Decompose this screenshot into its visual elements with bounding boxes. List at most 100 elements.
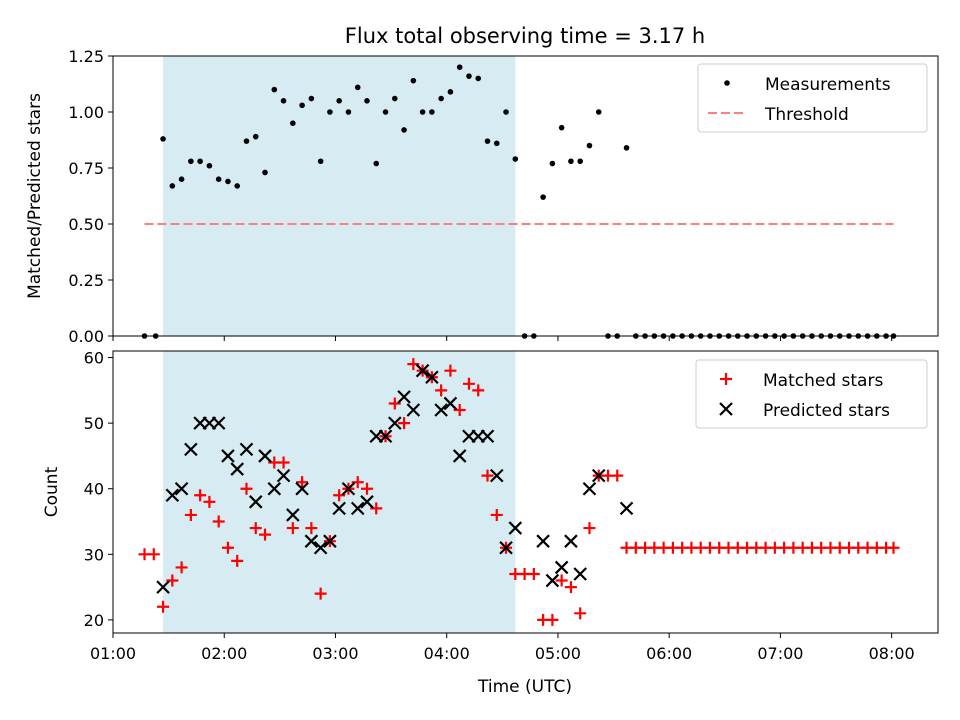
- predicted-star-point: [554, 560, 569, 575]
- matched-star-point: [435, 384, 448, 397]
- matched-star-point: [481, 469, 494, 482]
- predicted-star-point: [619, 501, 634, 516]
- matched-star-point: [286, 522, 299, 535]
- top-y-tick-label: 0.50: [68, 215, 104, 234]
- predicted-star-point: [388, 416, 402, 430]
- predicted-star-point: [248, 495, 263, 509]
- measurement-point: [280, 98, 287, 104]
- measurement-point: [336, 98, 342, 104]
- top-y-tick-label: 0.25: [68, 271, 104, 290]
- predicted-star-point: [341, 481, 356, 496]
- matched-star-point: [296, 476, 309, 489]
- matched-star-point: [490, 508, 503, 521]
- predicted-star-point: [536, 534, 550, 548]
- matched-star-point: [444, 364, 457, 377]
- predicted-star-point: [545, 573, 560, 588]
- measurement-point: [456, 64, 463, 70]
- predicted-star-point: [360, 495, 374, 509]
- measurement-point: [354, 84, 361, 91]
- measurement-point: [549, 160, 556, 167]
- bottom-x-tick-label: 03:00: [312, 644, 358, 663]
- matched-star-point: [212, 515, 225, 528]
- predicted-star-point: [156, 580, 170, 594]
- matched-star-point: [462, 377, 475, 390]
- measurement-point: [558, 124, 565, 131]
- predicted-star-point: [489, 468, 504, 483]
- matched-star-point: [611, 469, 624, 482]
- matched-star-point: [583, 522, 596, 535]
- matched-star-point: [231, 554, 244, 567]
- measurement-point: [401, 127, 407, 133]
- bottom-y-axis-label: Count: [42, 466, 62, 517]
- measurement-point: [262, 169, 268, 176]
- bottom-panel: 20 30 40 50 60 01:00 02:00 03:00 04:00 05:00 06:0…: [42, 349, 939, 697]
- bottom-y-tick-label: 60: [84, 349, 104, 368]
- legend-matched-marker: [720, 373, 732, 385]
- predicted-star-point: [211, 416, 226, 430]
- predicted-star-point: [286, 508, 300, 522]
- bottom-x-tick-label: 01:00: [90, 644, 136, 663]
- legend-predicted-label: Predicted stars: [763, 401, 890, 421]
- measurement-point: [391, 95, 398, 102]
- matched-star-point: [555, 574, 568, 587]
- measurement-point: [577, 158, 583, 165]
- predicted-star-point: [332, 501, 346, 516]
- top-y-tick-label: 1.00: [68, 103, 104, 122]
- predicted-star-point: [452, 449, 467, 463]
- matched-star-point: [157, 600, 170, 613]
- measurement-point: [299, 102, 305, 109]
- predicted-star-point: [323, 534, 337, 548]
- bottom-y-ticks: 20 30 40 50 60: [84, 349, 113, 630]
- measurement-point: [234, 183, 241, 189]
- measurement-point: [466, 73, 472, 79]
- matched-star-point: [203, 495, 216, 508]
- bottom-x-tick-label: 07:00: [757, 644, 803, 663]
- measurement-point: [568, 158, 574, 165]
- measurement-point: [364, 98, 370, 104]
- top-y-tick-label: 0.00: [68, 327, 104, 346]
- predicted-star-points: [156, 363, 634, 594]
- measurement-point: [206, 162, 213, 169]
- matched-star-point: [305, 522, 318, 535]
- matched-star-point: [398, 417, 411, 430]
- measurement-point: [197, 158, 203, 165]
- measurement-point: [317, 158, 324, 165]
- measurement-point: [493, 140, 500, 147]
- bottom-x-ticks: 01:00 02:00 03:00 04:00 05:00 06:00 07:00 08:00: [90, 633, 915, 663]
- matched-star-point: [314, 587, 327, 600]
- top-y-ticks: 0.00 0.25 0.50 0.75 1.00 1.25: [68, 47, 113, 346]
- matched-star-point: [194, 489, 207, 502]
- measurement-point: [512, 156, 519, 162]
- measurement-point: [215, 176, 222, 182]
- legend-predicted-marker: [719, 402, 733, 416]
- matched-star-point: [240, 482, 253, 495]
- legend-threshold-label: Threshold: [764, 105, 849, 125]
- predicted-star-point: [239, 442, 254, 457]
- matched-star-point: [147, 548, 160, 561]
- top-legend: Measurements Threshold: [697, 63, 928, 133]
- matched-star-point: [527, 567, 540, 580]
- matched-star-point: [221, 541, 234, 554]
- predicted-star-point: [564, 534, 578, 548]
- predicted-star-point: [508, 521, 523, 535]
- measurement-point: [429, 109, 435, 115]
- predicted-star-point: [165, 488, 180, 503]
- measurement-point: [188, 158, 194, 165]
- predicted-star-point: [276, 468, 291, 483]
- bottom-y-tick-label: 50: [84, 414, 104, 433]
- matched-star-points: [138, 358, 900, 626]
- bottom-legend-box: [695, 359, 928, 429]
- matched-star-point: [184, 508, 197, 521]
- measurement-point: [595, 109, 602, 115]
- matched-star-point: [887, 541, 900, 554]
- bottom-y-tick-label: 20: [84, 611, 104, 630]
- matched-star-point: [574, 607, 587, 620]
- top-y-axis-label: Matched/Predicted stars: [25, 93, 45, 299]
- predicted-star-point: [304, 534, 319, 548]
- predicted-star-point: [221, 449, 235, 463]
- predicted-star-point: [350, 501, 365, 516]
- measurement-point: [225, 178, 231, 185]
- matched-star-point: [249, 522, 262, 535]
- predicted-star-point: [499, 540, 513, 555]
